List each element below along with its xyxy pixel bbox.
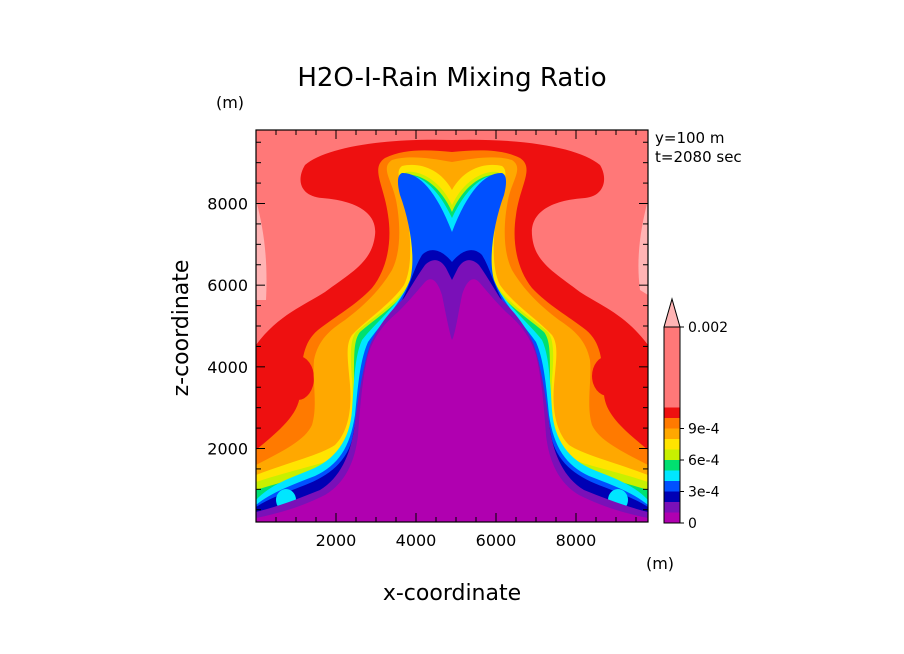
y-tick-label: 8000 <box>207 195 248 214</box>
colorbar-tick-label: 3e-4 <box>688 485 720 501</box>
colorbar-tick-label: 0.002 <box>688 320 728 336</box>
x-tick-label: 4000 <box>396 531 437 550</box>
colorbar-segment <box>664 491 680 502</box>
band-over-left <box>256 200 267 300</box>
x-tick-label: 8000 <box>556 531 597 550</box>
y-tick-label: 2000 <box>207 440 248 459</box>
colorbar-segment <box>664 502 680 513</box>
x-unit: (m) <box>646 554 674 573</box>
x-axis-label: x-coordinate <box>383 581 521 606</box>
x-tick-label: 2000 <box>316 531 357 550</box>
colorbar-frame <box>663 326 681 524</box>
colorbar-segment <box>664 512 680 523</box>
y-axis-label: z-coordinate <box>169 260 194 397</box>
colorbar-segment-top <box>664 327 680 408</box>
colorbar: 0 3e-4 6e-4 9e-4 0.002 <box>663 297 728 532</box>
colorbar-tick-label: 6e-4 <box>688 453 720 469</box>
y-unit: (m) <box>216 93 244 112</box>
y-tick-label: 6000 <box>207 276 248 295</box>
y-tick-label: 4000 <box>207 358 248 377</box>
x-tick-label: 6000 <box>476 531 517 550</box>
colorbar-tick-label: 0 <box>688 516 697 532</box>
plot-area <box>256 130 648 522</box>
colorbar-segment <box>664 460 680 471</box>
annotation-y: y=100 m <box>655 129 724 147</box>
colorbar-tick-label: 9e-4 <box>688 422 720 438</box>
x-ticks: 2000 4000 6000 8000 <box>275 130 637 550</box>
chart-title: H2O-I-Rain Mixing Ratio <box>297 63 606 93</box>
colorbar-segment <box>664 481 680 492</box>
colorbar-segment <box>664 418 680 429</box>
red-core-left <box>282 356 314 400</box>
colorbar-segment <box>664 428 680 439</box>
y-ticks: 2000 4000 6000 8000 <box>207 141 648 511</box>
band-level-0 <box>256 279 648 522</box>
annotation-t: t=2080 sec <box>655 148 742 166</box>
colorbar-segment <box>664 449 680 460</box>
red-core-right <box>592 356 624 396</box>
colorbar-segment <box>664 470 680 481</box>
colorbar-extend-arrow <box>663 297 681 328</box>
colorbar-segment <box>664 407 680 418</box>
colorbar-segment <box>664 439 680 450</box>
